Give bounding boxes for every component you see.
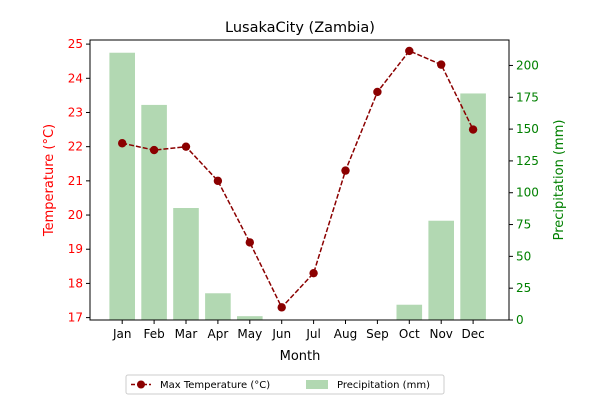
temperature-point-apr [213,176,223,186]
y-left-tick-label: 25 [68,37,83,51]
precipitation-bar-may [237,316,263,320]
legend: Max Temperature (°C) Precipitation (mm) [125,374,445,395]
x-axis-label: Month [280,349,321,364]
x-tick-label: Oct [399,327,420,341]
y-left-tick-label: 21 [68,174,83,188]
temperature-point-feb [149,145,159,155]
x-tick-label: Sep [366,327,389,341]
y-right-tick-label: 125 [516,154,539,168]
precipitation-bar-oct [396,304,423,320]
y-left-tick-label: 23 [68,105,83,119]
line-layer [118,46,478,312]
y-right-tick-label: 200 [516,58,539,72]
legend-label-temperature: Max Temperature (°C) [160,380,270,391]
y-left-tick-label: 24 [68,71,83,85]
temperature-point-nov [437,60,446,69]
x-tick-label: Nov [429,327,452,341]
y-right-tick-label: 50 [516,249,531,263]
legend-label-precipitation: Precipitation (mm) [337,380,430,391]
temperature-point-jan [118,139,127,148]
chart-title: LusakaCity (Zambia) [225,20,375,36]
temperature-point-aug [341,166,350,175]
legend-bar-swatch [306,380,328,389]
x-tick-label: Aug [334,327,357,341]
y-left-tick-label: 19 [68,242,83,256]
x-tick-label: Dec [461,327,484,341]
y-left-tick-label: 20 [68,208,83,222]
x-tick-label: Jul [305,327,320,341]
x-tick-label: Apr [208,327,229,341]
y-right-tick-label: 100 [516,186,539,200]
x-tick-label: Mar [175,327,198,341]
x-tick-label: Feb [143,327,164,341]
temperature-point-dec [468,125,478,134]
temperature-point-may [245,238,254,247]
y-axis-left-label: Temperature (°C) [42,124,57,237]
y-right-tick-label: 25 [516,281,531,295]
x-tick-label: Jun [271,327,291,341]
precipitation-bar-apr [205,293,231,320]
legend-marker-swatch [137,380,145,389]
y-right-tick-label: 75 [516,218,531,232]
axes-layer: Jan Feb Mar Apr May Jun Jul Aug Sep Oct Nov Dec 17 18… [68,37,539,341]
y-axis-right-label: Precipitation (mm) [552,120,567,241]
bars-layer [109,52,486,321]
x-tick-label: May [237,327,262,341]
y-right-tick-label: 175 [516,90,539,104]
precipitation-bar-mar [173,208,199,320]
y-right-tick-label: 150 [516,122,539,136]
plot-frame [89,39,510,321]
precipitation-bar-feb [141,104,167,320]
x-tick-label: Jan [112,327,132,341]
y-left-tick-label: 18 [68,276,83,290]
y-right-tick-label: 0 [516,313,524,327]
y-left-tick-label: 22 [68,140,83,154]
temperature-point-sep [373,87,382,97]
precipitation-bar-nov [428,220,454,320]
temperature-point-jun [277,303,286,312]
temperature-line [122,49,474,309]
y-left-tick-label: 17 [68,311,83,325]
temperature-point-oct [405,46,414,56]
legend-box [125,374,445,395]
temperature-point-jul [309,268,318,278]
precipitation-bar-jan [109,52,135,321]
temperature-point-mar [181,142,191,151]
